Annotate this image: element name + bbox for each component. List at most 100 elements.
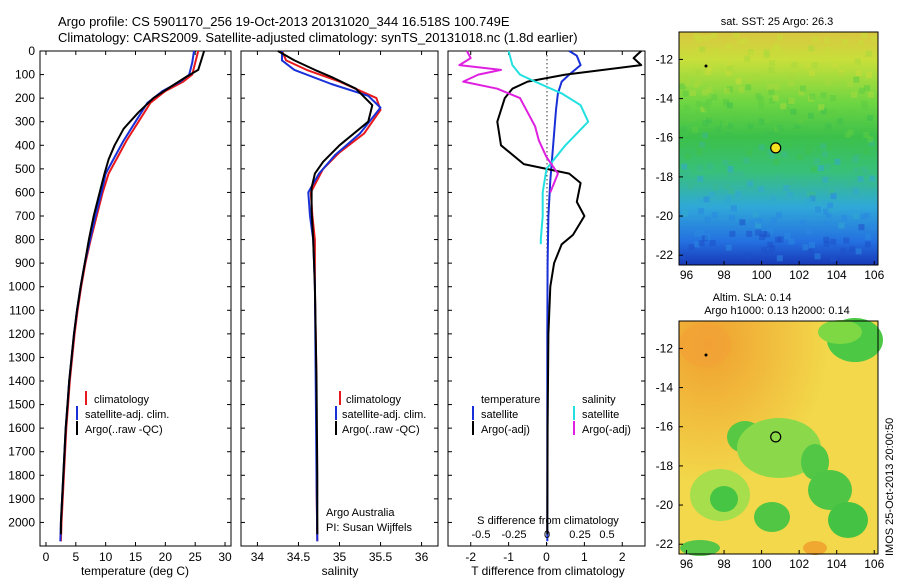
sst-pixel xyxy=(825,211,832,218)
sla-argo-marker xyxy=(770,431,782,443)
y-tick-label: 1100 xyxy=(9,303,35,317)
sst-pixel xyxy=(784,106,790,113)
sst-pixel xyxy=(768,88,775,95)
sal-legend-argo-label: Argo(..raw -QC) xyxy=(342,424,420,436)
map-x-tick-label: 104 xyxy=(827,268,847,282)
sst-pixel xyxy=(711,32,718,39)
sst-pixel xyxy=(679,78,686,84)
sst-pixel xyxy=(698,229,705,236)
sst-map: sat. SST: 25 Argo: 26.3 96 98 100 102 104 106… xyxy=(656,16,885,282)
sst-pixel xyxy=(832,62,839,69)
sst-pixel xyxy=(697,197,704,204)
y-tick-label: 1700 xyxy=(8,445,35,459)
salinity-lines xyxy=(277,50,382,542)
sst-pixel xyxy=(735,191,742,198)
y-tick-label: 400 xyxy=(15,138,35,152)
sst-pixel xyxy=(702,102,708,109)
sst-pixel xyxy=(852,188,859,195)
x-tick-label: 30 xyxy=(218,550,232,564)
y-tick-label: 500 xyxy=(15,162,35,176)
sst-pixel xyxy=(858,87,865,94)
temperature-xlabel: temperature (deg C) xyxy=(81,564,189,578)
map-x-tick-label: 96 xyxy=(680,557,694,571)
difference-panel: -2 -1 0 1 2 S difference from climatology -0… xyxy=(447,50,646,578)
sst-pixel xyxy=(689,90,696,96)
sst-pixel xyxy=(695,101,702,107)
s-tick-4: 0.25 xyxy=(569,529,590,541)
sst-pixel xyxy=(823,236,830,243)
map-y-tick-label: -22 xyxy=(656,248,674,262)
sst-pixel xyxy=(870,35,877,42)
sst-pixel xyxy=(725,195,732,202)
legend-salinity-title: salinity xyxy=(582,394,616,406)
sst-pixel xyxy=(758,118,765,125)
sst-pixel xyxy=(837,118,844,125)
sst-pixel xyxy=(694,36,701,43)
sst-pixel xyxy=(825,123,832,130)
sst-pixel xyxy=(815,206,821,213)
sst-pixel xyxy=(699,141,706,148)
y-tick-label: 1600 xyxy=(8,421,35,435)
sst-pixel xyxy=(830,256,837,262)
sst-pixel xyxy=(824,163,831,170)
sst-pixel xyxy=(864,241,871,248)
y-tick-label: 200 xyxy=(15,91,35,105)
sst-pixel xyxy=(853,213,859,219)
sst-pixel xyxy=(706,86,713,93)
sla-blob xyxy=(679,323,731,367)
sst-pixel xyxy=(854,58,861,65)
sst-pixel xyxy=(773,84,780,90)
sst-pixel xyxy=(752,211,759,218)
sst-pixel xyxy=(767,148,774,155)
sst-pixel xyxy=(824,53,831,60)
sst-pixel xyxy=(705,69,712,76)
y-tick-label: 800 xyxy=(15,233,35,247)
temperature-legend: climatology satellite-adj. clim. Argo(..… xyxy=(76,391,169,436)
legend-t-sat-label: satellite xyxy=(481,409,518,421)
difference-legend: temperature satellite Argo(-adj) salinit… xyxy=(472,394,631,436)
sst-pixel xyxy=(842,39,849,45)
sst-pixel xyxy=(861,166,868,173)
sst-pixel xyxy=(758,144,765,151)
sst-pixel xyxy=(852,157,858,164)
sst-pixel xyxy=(804,62,811,69)
sst-pixel xyxy=(864,85,870,92)
temperature-panel: 0100200300400500600700800900100011001200… xyxy=(8,44,232,578)
x-tick-label: 20 xyxy=(159,550,173,564)
sst-pixel xyxy=(805,143,812,149)
sst-pixel xyxy=(694,241,701,248)
sst-pixel xyxy=(787,191,794,198)
sst-pixel xyxy=(726,102,733,109)
sst-pixel xyxy=(867,91,874,98)
sst-pixel xyxy=(769,98,776,104)
sst-pixel xyxy=(684,80,691,86)
y-tick-label: 100 xyxy=(15,68,35,82)
sst-pixel xyxy=(769,153,776,159)
sst-pixel xyxy=(777,236,784,243)
sst-pixel xyxy=(820,108,827,115)
sst-pixel xyxy=(744,55,751,62)
map-y-tick-label: -18 xyxy=(656,459,674,473)
sst-pixel xyxy=(832,109,838,116)
sst-pixel xyxy=(757,96,764,103)
side-timestamp: IMOS 25-Oct-2013 20:00:50 xyxy=(884,418,896,556)
sst-pixel xyxy=(682,73,689,80)
sst-pixel xyxy=(703,196,710,203)
sst-pixel xyxy=(706,65,713,72)
sst-pixel xyxy=(769,131,776,138)
x-tick-label: 36 xyxy=(415,550,429,564)
sst-pixel xyxy=(725,43,732,50)
sst-pixel xyxy=(825,111,832,118)
sst-pixel xyxy=(805,49,812,56)
sst-pixel xyxy=(743,157,750,164)
legend-s-argo-label: Argo(-adj) xyxy=(582,424,631,436)
sst-pixel xyxy=(846,81,853,87)
sst-pixel xyxy=(688,182,695,189)
sst-pixel xyxy=(796,154,803,161)
sst-pixel xyxy=(709,240,716,246)
sst-pixel xyxy=(821,135,828,142)
sst-pixel xyxy=(862,105,869,112)
x-tick-label: 2 xyxy=(619,550,626,564)
map-x-tick-label: 96 xyxy=(680,268,694,282)
